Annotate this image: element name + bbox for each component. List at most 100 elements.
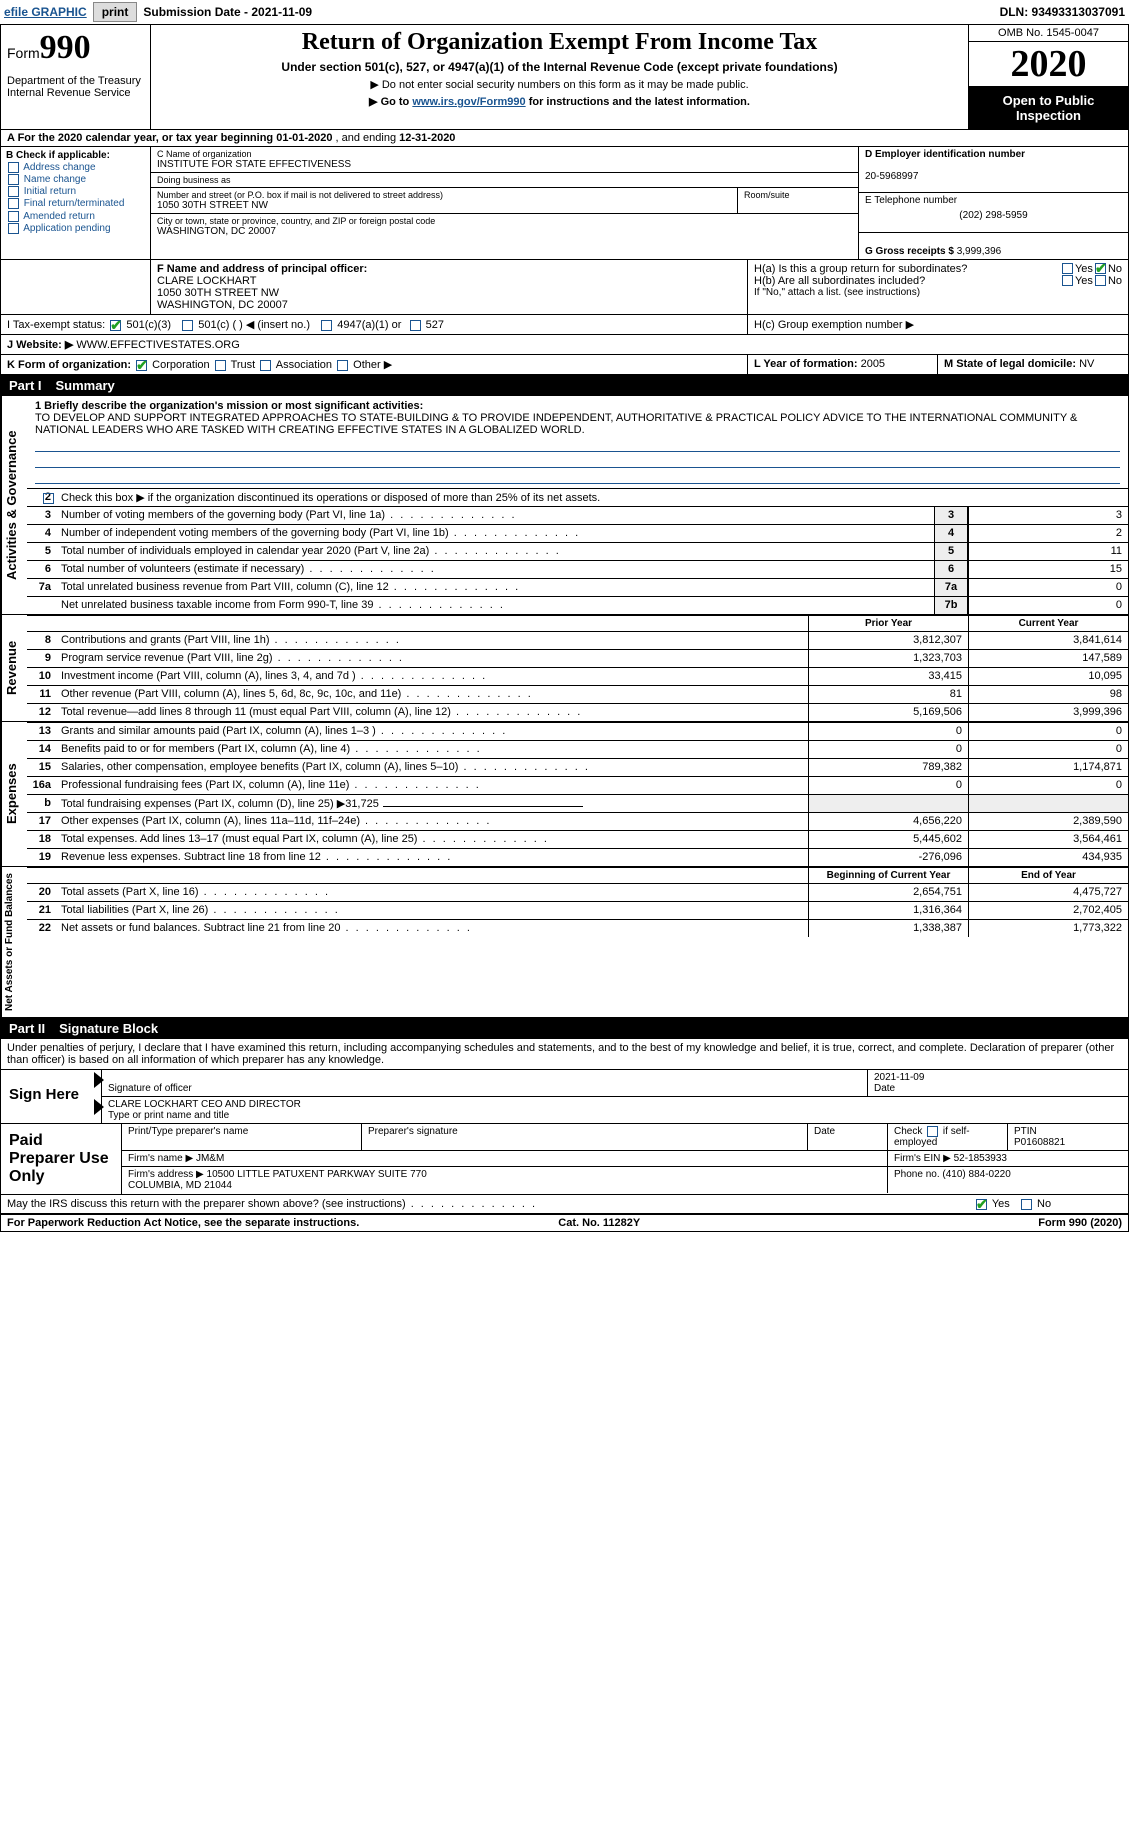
chk-corporation[interactable] [136,360,147,371]
hb-no-cbx[interactable] [1095,275,1106,286]
line-value: 3 [968,507,1128,524]
chk-name-change[interactable]: Name change [6,174,145,185]
phone-label: E Telephone number [865,195,1122,206]
sig-name: CLARE LOCKHART CEO AND DIRECTOR [108,1099,301,1110]
efile-link[interactable]: efile GRAPHIC [4,5,87,19]
line-text: Other expenses (Part IX, column (A), lin… [57,813,808,830]
chk-address-change[interactable]: Address change [6,162,145,173]
vtab-expenses: Expenses [1,722,27,866]
prep-date-hdr: Date [808,1124,888,1150]
ssn-warning: ▶ Do not enter social security numbers o… [159,78,960,91]
irs-link[interactable]: www.irs.gov/Form990 [412,96,525,108]
chk-amended[interactable]: Amended return [6,211,145,222]
spacer-b [1,260,151,314]
vtab-governance: Activities & Governance [1,396,27,614]
chk-501c3[interactable] [110,320,121,331]
line-prior [808,795,968,812]
chk-501c[interactable] [182,320,193,331]
phone-cell: E Telephone number (202) 298-5959 [859,193,1128,233]
blank-line [35,454,1120,468]
line-prior: 81 [808,686,968,703]
mission-text: TO DEVELOP AND SUPPORT INTEGRATED APPROA… [35,412,1077,436]
chk-association[interactable] [260,360,271,371]
line-text: Revenue less expenses. Subtract line 18 … [57,849,808,866]
chk-self-employed[interactable] [927,1126,938,1137]
mission-label: 1 Briefly describe the organization's mi… [35,400,423,412]
penalties-text: Under penalties of perjury, I declare th… [1,1039,1128,1070]
chk-other[interactable] [337,360,348,371]
line-text: Other revenue (Part VIII, column (A), li… [57,686,808,703]
officer-cell: F Name and address of principal officer:… [151,260,748,314]
print-button[interactable]: print [93,2,138,22]
chk-4947[interactable] [321,320,332,331]
line-num: 19 [27,849,57,866]
ha-yes-cbx[interactable] [1062,263,1073,274]
line-prior: 0 [808,723,968,740]
gross-receipts-cell: G Gross receipts $ 3,999,396 [859,233,1128,259]
line-text: Total number of individuals employed in … [57,543,934,560]
line-prior: 0 [808,741,968,758]
line-num: 14 [27,741,57,758]
line-current: 0 [968,741,1128,758]
period-end: 12-31-2020 [399,132,455,144]
line-prior: 5,445,602 [808,831,968,848]
hdr-boy: Beginning of Current Year [808,868,968,883]
line-value: 0 [968,579,1128,596]
hb-yes-cbx[interactable] [1062,275,1073,286]
line-text: Professional fundraising fees (Part IX, … [57,777,808,794]
room-cell: Room/suite [738,188,858,214]
line-text: Total expenses. Add lines 13–17 (must eq… [57,831,808,848]
discuss-no-cbx[interactable] [1021,1199,1032,1210]
line-text: Benefits paid to or for members (Part IX… [57,741,808,758]
line-num: 9 [27,650,57,667]
firm-name-cell: Firm's name ▶ JM&M [122,1151,888,1166]
website-value: WWW.EFFECTIVESTATES.ORG [76,339,239,351]
ha-no-cbx[interactable] [1095,263,1106,274]
part1-num: Part I [9,378,42,393]
line-text: Net assets or fund balances. Subtract li… [57,920,808,937]
city-value: WASHINGTON, DC 20007 [157,226,852,237]
part1-title: Summary [56,378,115,393]
line-num: 8 [27,632,57,649]
line-num: 6 [27,561,57,578]
chk-final-return[interactable]: Final return/terminated [6,198,145,209]
sig-date-label: Date [874,1083,895,1094]
sig-date: 2021-11-09 [874,1072,924,1083]
prep-selfemp: Check if self-employed [888,1124,1008,1150]
line-prior: 4,656,220 [808,813,968,830]
line-current: 1,174,871 [968,759,1128,776]
hdr-current-year: Current Year [968,616,1128,631]
ln2-cbx[interactable] [43,493,54,504]
line-value: 15 [968,561,1128,578]
line-num [27,597,57,614]
form-ref: Form 990 (2020) [1038,1217,1122,1229]
arrow-icon [94,1099,104,1115]
box-l-value: 2005 [861,358,885,370]
box-b-title: B Check if applicable: [6,150,110,161]
cat-no: Cat. No. 11282Y [558,1217,640,1229]
officer-label: F Name and address of principal officer: [157,263,367,275]
box-l-label: L Year of formation: [754,358,858,370]
box-b: B Check if applicable: Address change Na… [1,147,151,259]
chk-527[interactable] [410,320,421,331]
gross-receipts-label: G Gross receipts $ [865,246,954,257]
chk-application-pending[interactable]: Application pending [6,223,145,234]
gross-receipts-value: 3,999,396 [957,246,1002,257]
line-text: Total fundraising expenses (Part IX, col… [57,795,808,812]
line-prior: 33,415 [808,668,968,685]
line-value: 2 [968,525,1128,542]
line-current: 3,841,614 [968,632,1128,649]
line-num: 7a [27,579,57,596]
tax-period: A For the 2020 calendar year, or tax yea… [1,130,1128,147]
line-text: Number of independent voting members of … [57,525,934,542]
phone-value: (202) 298-5959 [865,210,1122,221]
line-prior: 3,812,307 [808,632,968,649]
org-name-cell: C Name of organization INSTITUTE FOR STA… [151,147,858,173]
discuss-yes-cbx[interactable] [976,1199,987,1210]
line-text: Contributions and grants (Part VIII, lin… [57,632,808,649]
line-num: 21 [27,902,57,919]
form-number: 990 [40,29,91,66]
chk-initial-return[interactable]: Initial return [6,186,145,197]
ha-label: H(a) Is this a group return for subordin… [754,263,1060,275]
chk-trust[interactable] [215,360,226,371]
